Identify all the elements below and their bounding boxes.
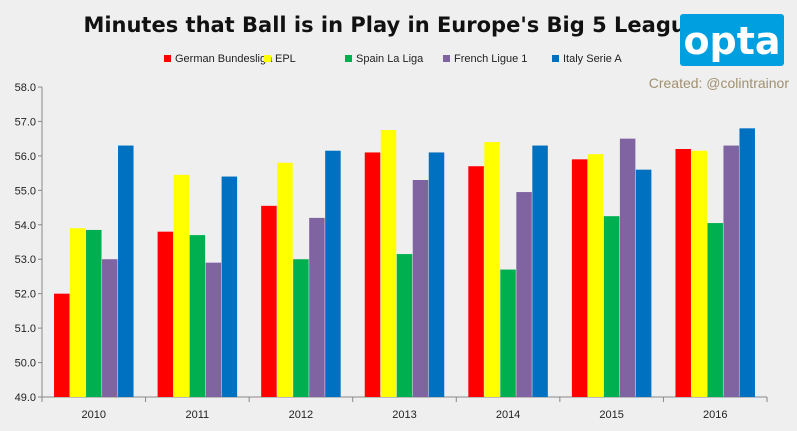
bar <box>102 259 118 397</box>
bar <box>691 150 707 397</box>
bar <box>484 142 500 397</box>
legend-label: German Bundesliga <box>175 53 273 65</box>
x-tick-label: 2013 <box>392 409 416 421</box>
bar <box>532 145 548 397</box>
bar <box>205 262 222 397</box>
bar <box>325 150 341 397</box>
x-tick-label: 2011 <box>186 409 210 421</box>
y-tick-label: 53.0 <box>15 254 36 266</box>
chart-title: Minutes that Ball is in Play in Europe's… <box>83 13 712 37</box>
x-tick-label: 2016 <box>703 409 727 421</box>
bar <box>118 145 134 397</box>
bar <box>587 154 604 397</box>
bar <box>54 293 70 397</box>
legend-swatch <box>264 55 271 62</box>
plot-area: 49.0 50.0 51.0 52.0 53.0 54.0 55.0 56.0 57.0 58.0… <box>15 82 768 421</box>
bar <box>412 180 429 397</box>
bar <box>468 166 484 397</box>
bar <box>675 149 691 397</box>
y-tick-label: 56.0 <box>15 151 36 163</box>
y-tick-label: 58.0 <box>15 82 36 94</box>
bar <box>635 169 652 397</box>
credit-annotation: Created: @colintrainor <box>649 75 790 91</box>
legend-label: Spain La Liga <box>356 53 424 65</box>
bar <box>173 174 190 397</box>
bar <box>86 229 102 397</box>
bar <box>603 216 620 397</box>
bar <box>261 205 277 397</box>
bar <box>619 138 636 397</box>
legend-swatch <box>552 55 559 62</box>
y-tick-label: 52.0 <box>15 289 36 301</box>
x-tick-label: 2014 <box>496 409 520 421</box>
bar <box>723 145 739 397</box>
bar <box>309 217 325 397</box>
legend: German Bundesliga EPL Spain La Liga French … <box>164 53 622 65</box>
y-tick-label: 55.0 <box>15 185 36 197</box>
bar <box>707 223 723 397</box>
bar <box>428 152 445 397</box>
y-tick-label: 54.0 <box>15 220 36 232</box>
y-tick-label: 50.0 <box>15 358 36 370</box>
bar <box>500 269 516 397</box>
bar <box>380 130 397 398</box>
bar <box>221 176 238 397</box>
x-tick-label: 2010 <box>82 409 106 421</box>
bar <box>189 235 206 397</box>
x-tick-label: 2012 <box>289 409 313 421</box>
bar <box>157 231 174 397</box>
bar <box>364 152 381 397</box>
legend-swatch <box>164 55 171 62</box>
bar <box>739 128 755 398</box>
legend-swatch <box>345 55 352 62</box>
opta-logo-text: opta <box>683 19 780 63</box>
bar <box>516 192 532 397</box>
opta-logo-background <box>680 14 784 66</box>
x-tick-label: 2015 <box>599 409 623 421</box>
bar <box>571 159 588 397</box>
y-tick-label: 49.0 <box>15 392 36 404</box>
legend-swatch <box>443 55 450 62</box>
bar <box>277 162 293 397</box>
legend-label: Italy Serie A <box>563 53 622 65</box>
bar <box>70 228 86 397</box>
y-tick-label: 57.0 <box>15 116 36 128</box>
y-tick-label: 51.0 <box>15 323 36 335</box>
legend-label: French Ligue 1 <box>454 53 527 65</box>
opta-logo: opta <box>680 14 784 66</box>
legend-label: EPL <box>275 53 296 65</box>
bar <box>396 254 413 397</box>
bar <box>293 259 309 397</box>
